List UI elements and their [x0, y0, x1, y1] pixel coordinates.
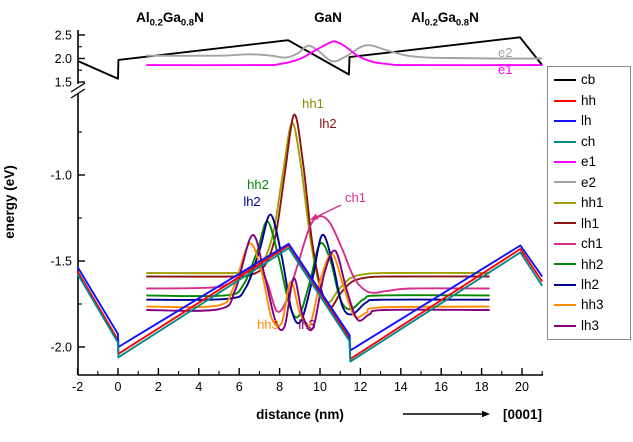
x-tick-label: 20	[515, 380, 529, 394]
ch1-pointer-arrow-head	[310, 213, 319, 220]
y-tick-label: 2.5	[55, 29, 72, 43]
series-lh1-line	[146, 113, 490, 309]
legend: cb hh lh ch e1 e2 hh1 lh1 ch1 hh2 lh2 hh3 lh3	[547, 66, 631, 340]
series-cb-line	[77, 36, 543, 80]
x-tick-label: -2	[72, 380, 83, 394]
legend-label: ch1	[581, 236, 603, 252]
legend-item-hh3: hh3	[548, 298, 630, 312]
annotation-e2: e2	[498, 45, 512, 60]
legend-line-sample	[554, 242, 576, 245]
region-label: GaN	[314, 10, 342, 25]
legend-item-hh2: hh2	[548, 258, 630, 272]
legend-line-sample	[554, 79, 576, 82]
y-axis-break-gap	[73, 84, 83, 94]
legend-line-sample	[554, 99, 576, 102]
x-direction-arrow-head	[482, 410, 490, 418]
legend-line-sample	[554, 181, 576, 184]
legend-line-sample	[554, 324, 576, 327]
legend-item-lh3: lh3	[548, 319, 630, 333]
y-tick-label: 1.5	[55, 76, 72, 90]
series-ch-line	[76, 247, 543, 363]
y-tick-label: -1.5	[50, 255, 72, 269]
legend-label: lh2	[581, 277, 600, 292]
series-hh-line	[76, 244, 543, 360]
legend-line-sample	[554, 120, 576, 123]
x-tick-label: 18	[475, 380, 489, 394]
legend-line-sample	[554, 304, 576, 307]
region-label: Al0.2Ga0.8N	[136, 10, 204, 29]
annotation-lh2: lh2	[243, 194, 260, 209]
crystal-direction-label: [0001]	[503, 407, 542, 422]
x-tick-label: 10	[313, 380, 327, 394]
legend-line-sample	[554, 140, 576, 143]
legend-line-sample	[554, 161, 576, 164]
annotation-hh2: hh2	[247, 177, 269, 192]
x-tick-label: 12	[353, 380, 367, 394]
legend-label: hh3	[581, 297, 604, 313]
legend-item-cb: cb	[548, 73, 630, 87]
legend-item-lh1: lh1	[548, 217, 630, 231]
series-hh3-line	[146, 242, 490, 328]
y-axis-break-mark	[70, 82, 86, 93]
legend-label: lh1	[581, 215, 600, 231]
region-label: Al0.2Ga0.8N	[411, 10, 479, 29]
annotation-ch1: ch1	[345, 190, 366, 205]
legend-item-e1: e1	[548, 155, 630, 169]
series-e2-line	[146, 44, 543, 63]
legend-label: e2	[581, 174, 597, 190]
x-tick-label: 0	[115, 380, 122, 394]
legend-label: hh	[581, 92, 597, 108]
annotation-lh3: lh3	[298, 317, 315, 332]
y-axis-title: energy (eV)	[2, 165, 17, 239]
legend-item-lh: lh	[548, 114, 630, 128]
legend-label: hh1	[581, 195, 604, 211]
legend-item-lh2: lh2	[548, 278, 630, 292]
annotation-hh3: hh3	[257, 317, 279, 332]
series-ch1-line	[146, 215, 490, 313]
x-tick-label: 16	[434, 380, 448, 394]
legend-label: cb	[581, 72, 596, 88]
series-lh-line	[76, 242, 543, 352]
legend-item-e2: e2	[548, 176, 630, 190]
legend-label: ch	[581, 133, 596, 149]
legend-line-sample	[554, 263, 576, 266]
x-axis-title: distance (nm)	[256, 407, 344, 422]
x-tick-label: 14	[394, 380, 408, 394]
x-tick-label: 6	[236, 380, 243, 394]
x-tick-label: 4	[195, 380, 202, 394]
annotation-hh1: hh1	[302, 96, 324, 111]
y-tick-label: -2.0	[50, 341, 72, 355]
y-tick-label: 2.0	[55, 52, 72, 66]
legend-label: lh	[581, 113, 592, 129]
legend-item-hh: hh	[548, 94, 630, 108]
legend-line-sample	[554, 201, 576, 204]
ch1-pointer-arrow	[316, 204, 342, 218]
legend-label: lh3	[581, 317, 600, 333]
x-tick-label: 8	[276, 380, 283, 394]
legend-line-sample	[554, 283, 576, 286]
x-tick-label: 2	[155, 380, 162, 394]
legend-item-ch: ch	[548, 135, 630, 149]
series-lh2-line	[146, 213, 490, 325]
y-axis-break-mark	[70, 88, 86, 99]
legend-item-ch1: ch1	[548, 237, 630, 251]
annotation-e1: e1	[498, 62, 512, 77]
legend-label: e1	[581, 154, 597, 170]
series-e1-line	[146, 40, 543, 67]
legend-label: hh2	[581, 256, 604, 272]
legend-item-hh1: hh1	[548, 196, 630, 210]
y-tick-label: -1.0	[50, 169, 72, 183]
legend-line-sample	[554, 222, 576, 225]
annotation-lh2: lh2	[319, 116, 336, 131]
series-lh3-line	[146, 234, 490, 332]
